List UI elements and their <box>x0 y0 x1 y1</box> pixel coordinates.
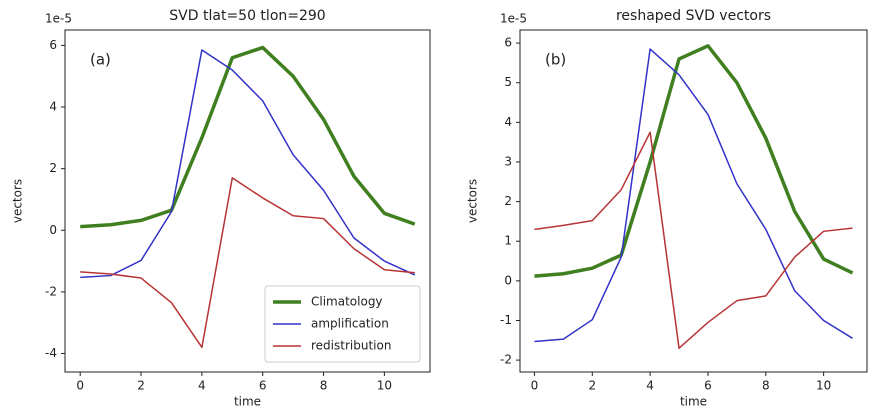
chart-title: SVD tlat=50 tlon=290 <box>169 8 325 24</box>
x-tick-label: 4 <box>646 379 654 393</box>
data-line <box>80 177 415 349</box>
y-tick-label: 4 <box>504 115 512 129</box>
chart-title: reshaped SVD vectors <box>616 8 771 24</box>
y-tick-label: -2 <box>45 284 57 298</box>
offset-text: 1e-5 <box>45 12 72 26</box>
legend-label: Climatology <box>311 295 383 309</box>
y-tick-label: -2 <box>500 353 512 367</box>
x-tick-label: 10 <box>816 379 831 393</box>
x-tick-label: 0 <box>531 379 539 393</box>
data-line <box>80 45 416 229</box>
y-tick-label: -1 <box>500 313 512 327</box>
panel-label: (a) <box>90 51 111 69</box>
data-line <box>534 131 853 349</box>
plot-frame <box>519 29 868 373</box>
x-tick-label: 8 <box>762 379 770 393</box>
y-tick-label: 6 <box>49 38 57 52</box>
x-tick-label: 2 <box>588 379 596 393</box>
plot-frame <box>64 29 431 373</box>
y-tick-label: 2 <box>49 161 57 175</box>
x-tick-label: 6 <box>704 379 712 393</box>
y-tick-label: 1 <box>504 234 512 248</box>
offset-text: 1e-5 <box>500 12 527 26</box>
y-tick-label: 0 <box>504 273 512 287</box>
x-tick-label: 0 <box>76 379 84 393</box>
y-tick-label: -4 <box>45 346 57 360</box>
data-line <box>80 49 416 279</box>
y-tick-label: 0 <box>49 223 57 237</box>
y-tick-label: 2 <box>504 194 512 208</box>
x-tick-label: 6 <box>259 379 267 393</box>
y-tick-label: 3 <box>504 154 512 168</box>
legend-label: amplification <box>311 317 389 331</box>
legend-box <box>264 285 421 363</box>
data-line <box>534 44 854 278</box>
legend-label: redistribution <box>311 339 391 353</box>
y-tick-label: 4 <box>49 100 57 114</box>
x-tick-label: 2 <box>137 379 145 393</box>
x-axis-label: time <box>680 395 707 409</box>
panel-label: (b) <box>545 51 566 69</box>
x-tick-label: 8 <box>320 379 328 393</box>
y-tick-label: 5 <box>504 75 512 89</box>
x-tick-label: 4 <box>198 379 206 393</box>
y-axis-label: vectors <box>466 179 480 223</box>
y-axis-label: vectors <box>11 179 25 223</box>
data-line <box>534 48 853 343</box>
x-tick-label: 10 <box>377 379 392 393</box>
x-axis-label: time <box>234 395 261 409</box>
y-tick-label: 6 <box>504 36 512 50</box>
